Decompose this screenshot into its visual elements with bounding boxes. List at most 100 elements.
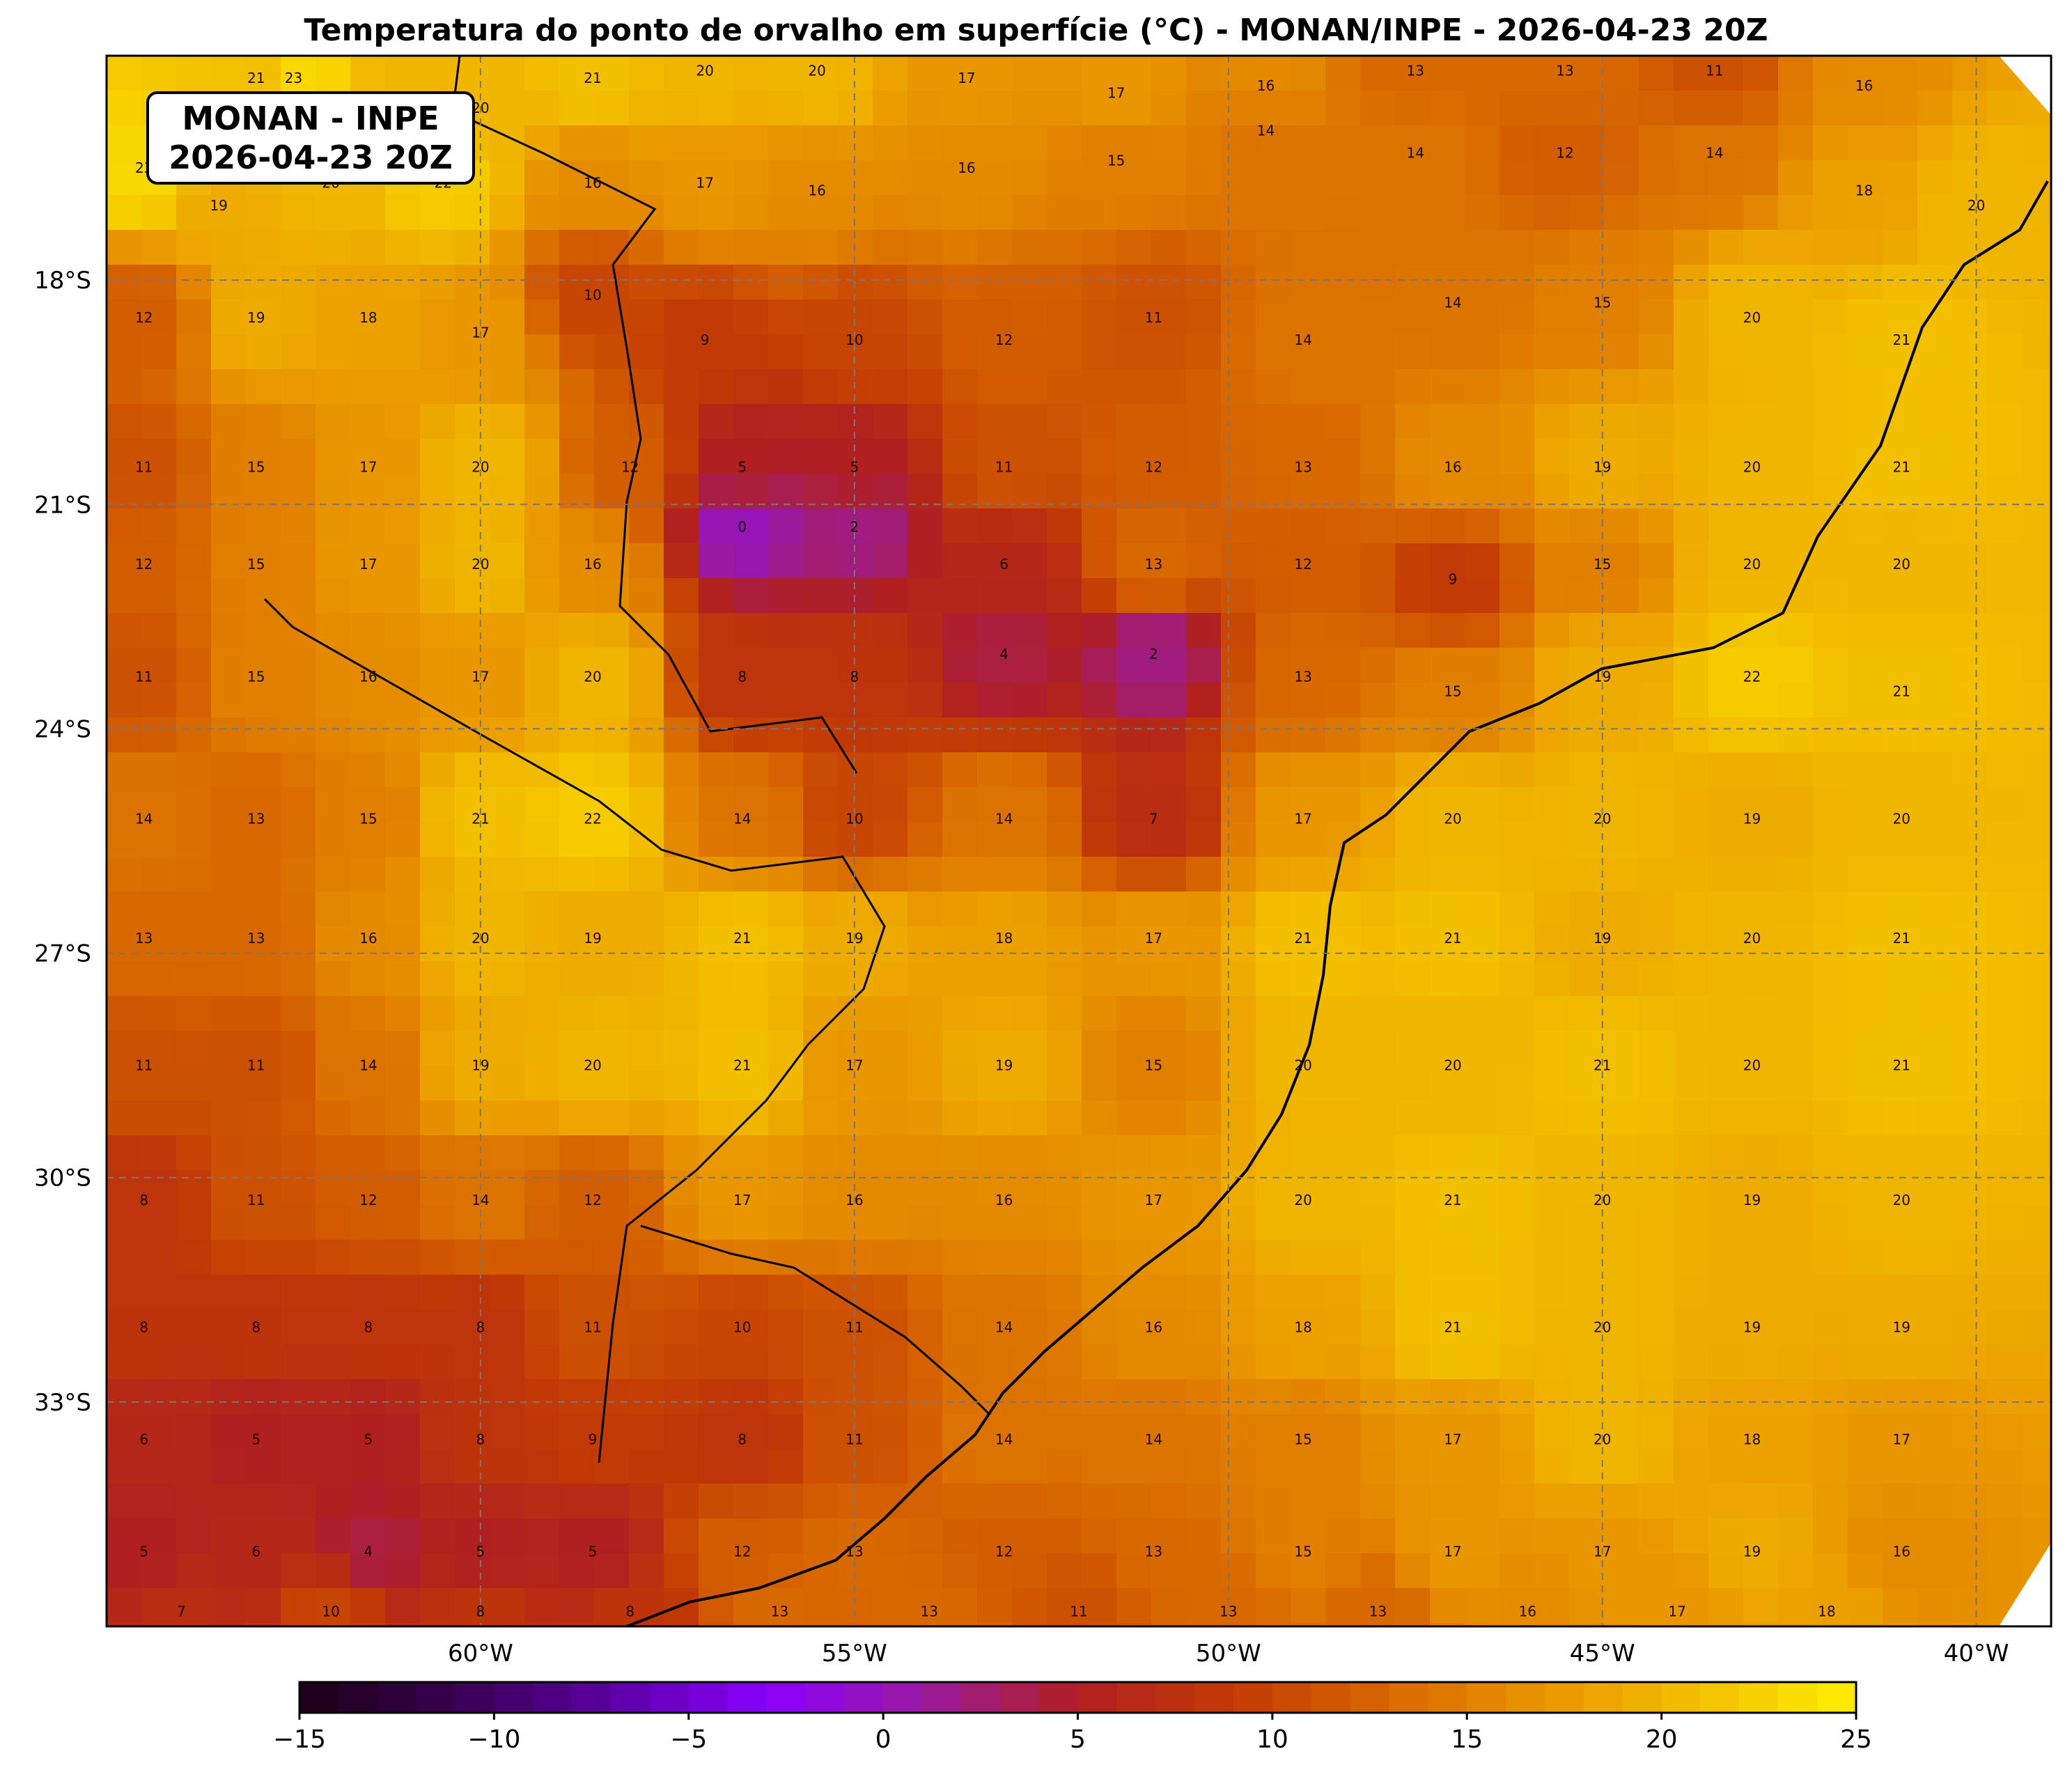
field-cell	[211, 1344, 247, 1380]
field-cell	[1500, 1344, 1535, 1380]
field-cell	[1291, 1309, 1326, 1345]
field-cell	[1674, 1449, 1709, 1484]
field-cell	[733, 265, 769, 300]
border-paraguay-argentina	[263, 598, 886, 1463]
field-cell	[803, 648, 839, 683]
field-cell	[1012, 543, 1047, 579]
colorbar-cell	[805, 1682, 845, 1713]
dewpoint-value-label: 8	[738, 668, 747, 685]
field-cell	[733, 1518, 769, 1554]
field-cell	[1151, 91, 1187, 126]
field-cell	[1987, 1484, 2023, 1519]
field-cell	[176, 1101, 212, 1136]
field-cell	[942, 1135, 978, 1171]
field-cell	[1221, 404, 1256, 440]
field-cell	[1186, 717, 1222, 753]
field-cell	[1430, 996, 1465, 1032]
field-cell	[1012, 683, 1047, 718]
field-cell	[1151, 1066, 1187, 1101]
field-cell	[1360, 300, 1396, 335]
field-cell	[176, 474, 212, 509]
field-cell	[977, 1031, 1013, 1066]
field-cell	[1848, 1275, 1883, 1310]
field-cell	[1743, 543, 1779, 579]
field-cell	[385, 1031, 421, 1066]
field-cell	[1186, 857, 1222, 892]
field-cell	[908, 1588, 943, 1624]
field-cell	[1848, 265, 1883, 300]
field-cell	[1012, 1344, 1047, 1380]
dewpoint-value-label: 19	[210, 197, 227, 214]
field-cell	[1395, 508, 1431, 544]
field-cell	[1256, 300, 1291, 335]
field-cell	[1604, 1205, 1639, 1241]
field-cell	[1569, 1414, 1605, 1449]
field-cell	[107, 1518, 142, 1554]
field-cell	[1256, 1031, 1291, 1066]
field-cell	[1047, 926, 1082, 962]
field-cell	[908, 300, 943, 335]
dewpoint-value-label: 18	[359, 309, 377, 326]
field-cell	[1813, 892, 1848, 927]
field-cell	[420, 1518, 455, 1554]
field-cell	[1778, 1170, 1814, 1206]
field-cell	[1430, 1518, 1465, 1554]
field-cell	[1082, 1449, 1117, 1484]
field-cell	[1708, 1553, 1744, 1589]
field-cell	[1534, 1484, 1570, 1519]
field-cell	[664, 926, 699, 962]
field-cell	[420, 1309, 455, 1345]
dewpoint-value-label: 14	[1444, 294, 1461, 311]
field-cell	[1430, 1623, 1465, 1626]
field-cell	[176, 578, 212, 614]
field-cell	[1674, 613, 1709, 648]
field-cell	[1708, 752, 1744, 788]
field-cell	[1430, 1031, 1465, 1066]
field-cell	[594, 1205, 630, 1241]
field-cell	[908, 1031, 943, 1066]
colorbar-cell	[1506, 1682, 1545, 1713]
field-cell	[1395, 334, 1431, 370]
field-cell	[1325, 683, 1361, 718]
field-cell	[942, 752, 978, 788]
field-cell	[838, 717, 873, 753]
field-cell	[1395, 578, 1431, 614]
field-cell	[1047, 1379, 1082, 1415]
field-cell	[1883, 752, 1918, 788]
field-cell	[873, 334, 908, 370]
field-cell	[1116, 648, 1152, 683]
field-cell	[1534, 334, 1570, 370]
field-cell	[594, 683, 630, 718]
field-cell	[1743, 1275, 1779, 1310]
field-cell	[1291, 613, 1326, 648]
field-cell	[1221, 195, 1256, 231]
field-cell	[1186, 160, 1222, 196]
field-cell	[455, 1135, 490, 1171]
dewpoint-value-label: 14	[1407, 145, 1424, 162]
dewpoint-value-label: 21	[1444, 930, 1461, 947]
field-cell	[768, 787, 804, 823]
field-cell	[246, 1066, 281, 1101]
field-cell	[1012, 1449, 1047, 1484]
field-cell	[699, 369, 734, 405]
field-cell	[1360, 230, 1396, 265]
field-cell	[699, 822, 734, 857]
field-cell	[1047, 1031, 1082, 1066]
field-cell	[768, 1449, 804, 1484]
field-cell	[768, 160, 804, 196]
field-cell	[1883, 613, 1918, 648]
field-cell	[281, 1240, 316, 1275]
field-cell	[1360, 926, 1396, 962]
field-cell	[1325, 160, 1361, 196]
field-cell	[2022, 300, 2051, 335]
field-cell	[1743, 1135, 1779, 1171]
field-cell	[1604, 752, 1639, 788]
field-cell	[1917, 787, 1953, 823]
field-cell	[1743, 265, 1779, 300]
field-cell	[385, 683, 421, 718]
field-cell	[1012, 1484, 1047, 1519]
dewpoint-value-label: 17	[733, 1192, 751, 1208]
dewpoint-value-label: 19	[1743, 1192, 1761, 1208]
field-cell	[420, 1623, 455, 1626]
field-cell	[455, 996, 490, 1032]
